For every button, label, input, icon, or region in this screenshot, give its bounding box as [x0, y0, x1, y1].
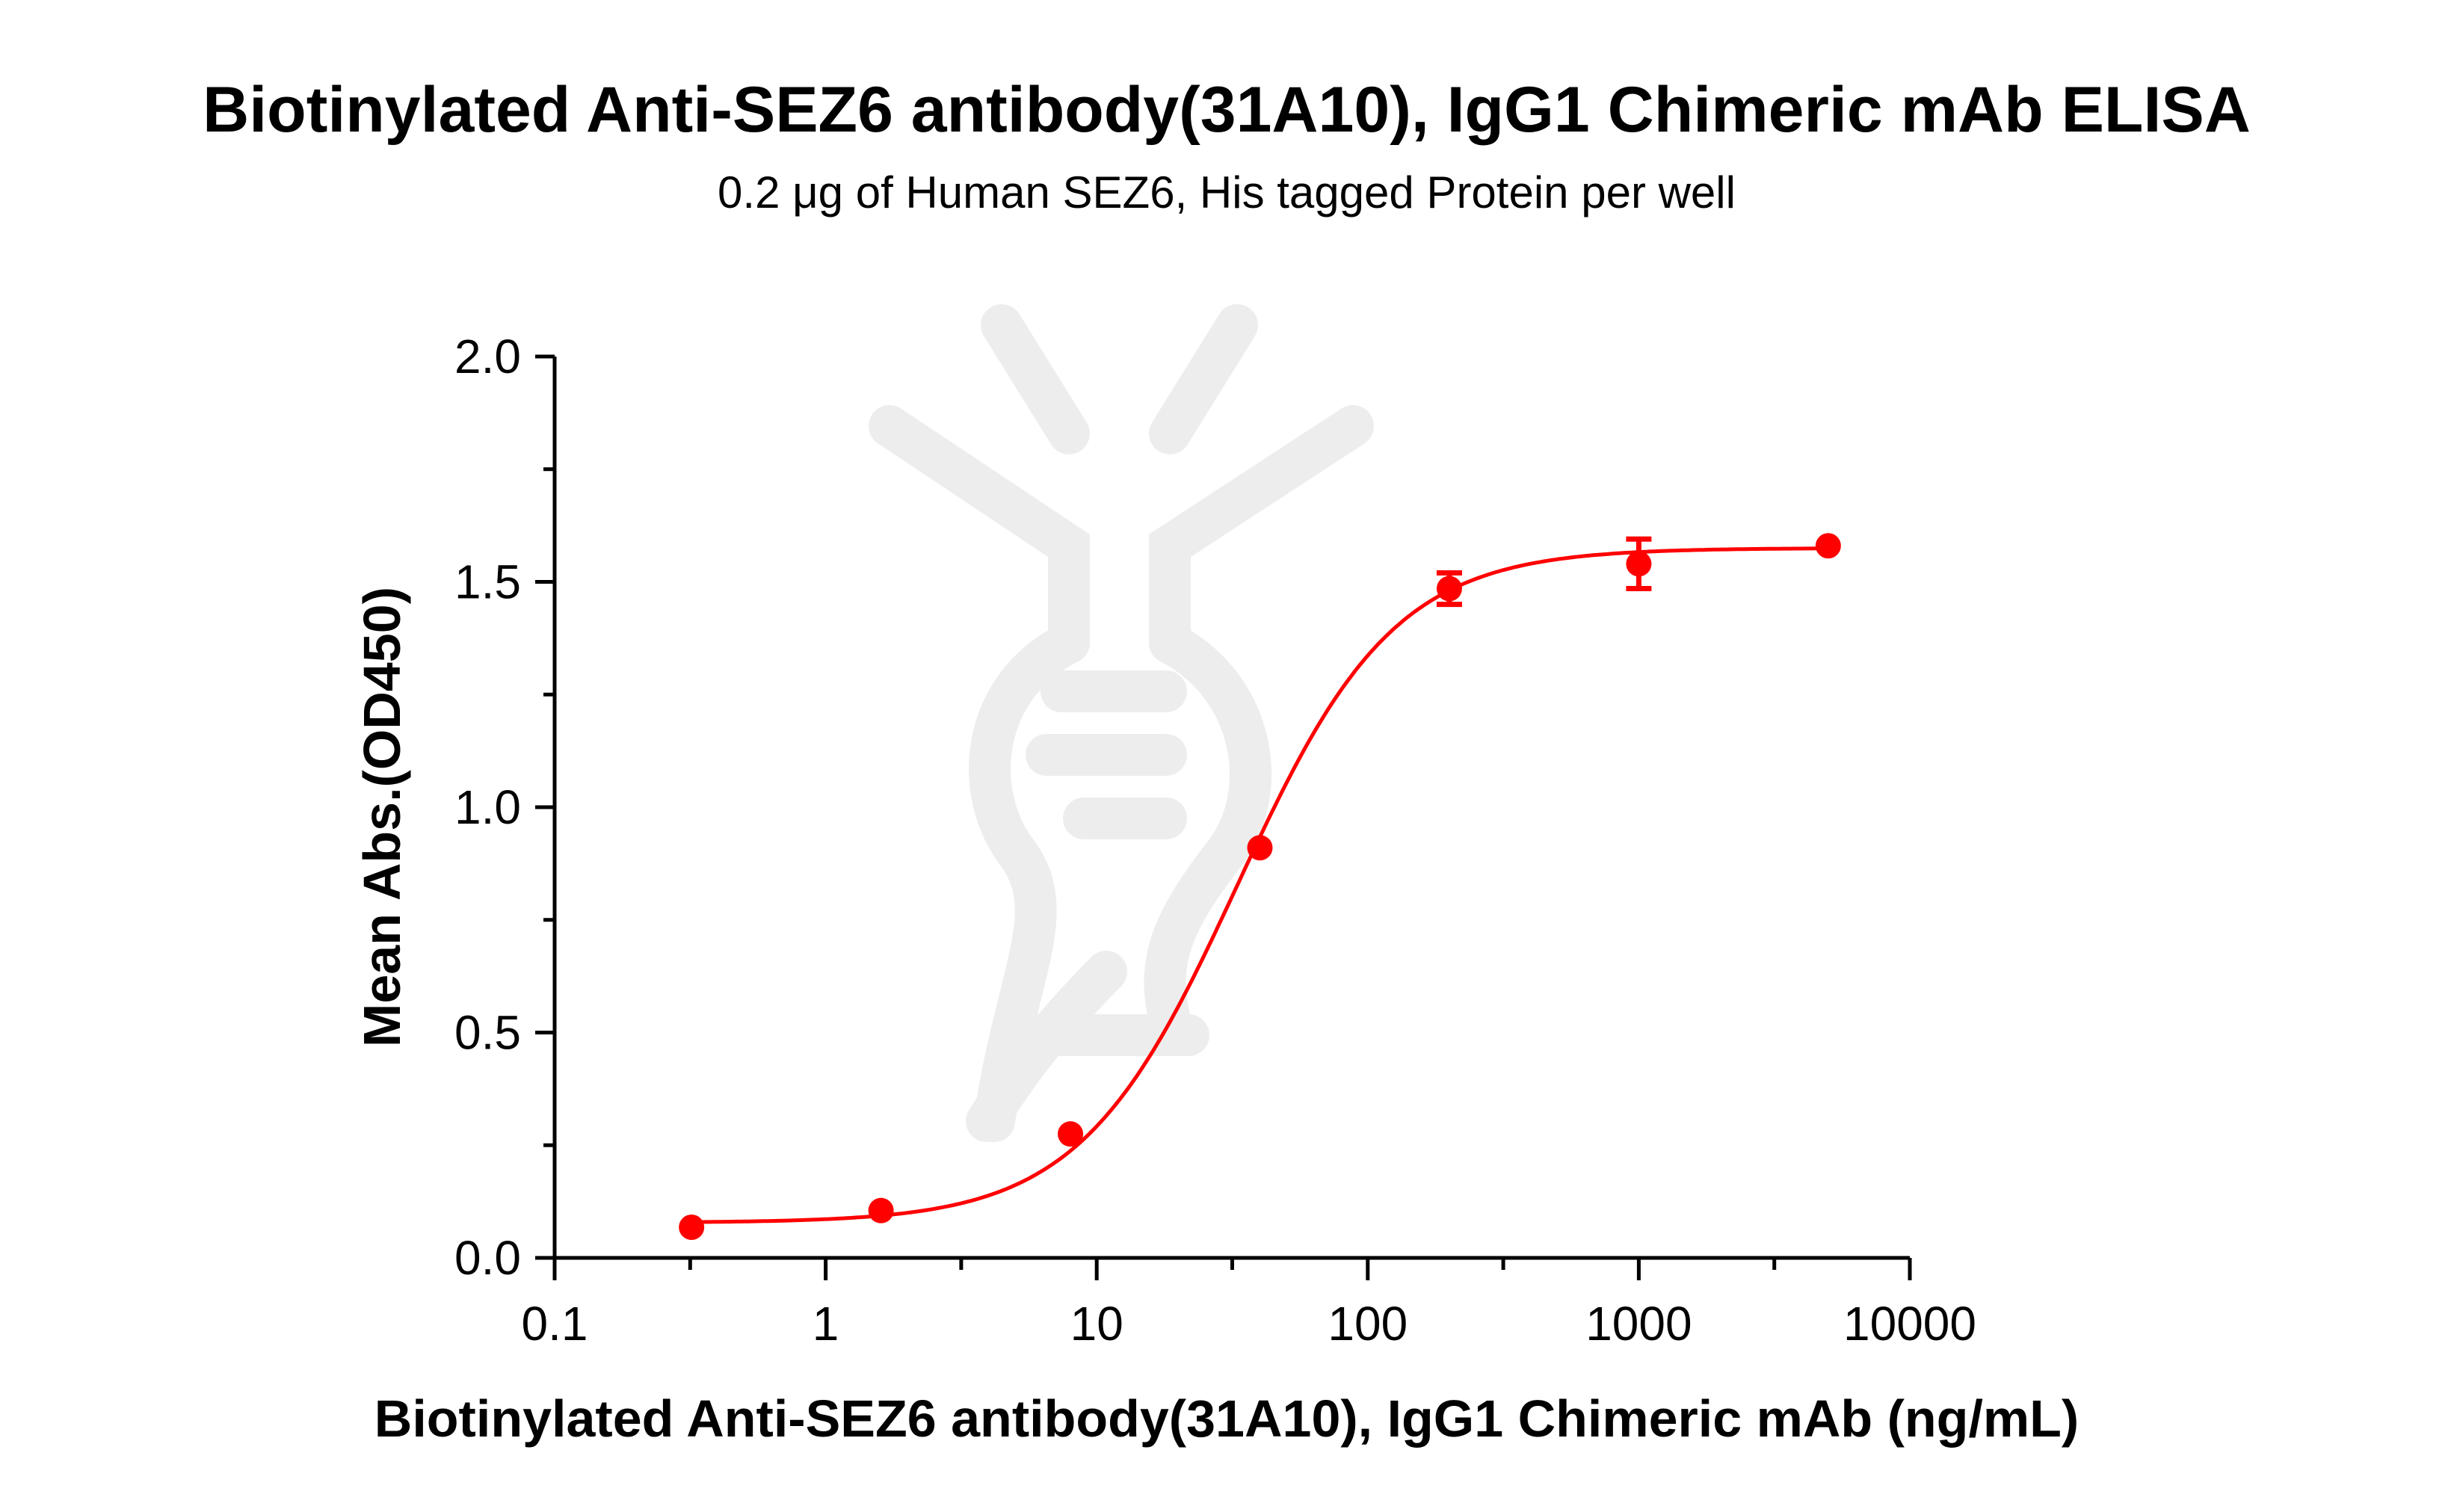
y-tick-label: 0.0: [454, 1231, 521, 1285]
data-point: [1058, 1121, 1084, 1147]
fit-curve: [691, 546, 1828, 1224]
x-axis-ticks: 0.1 1 10 100 1000 10000: [522, 1258, 1976, 1351]
chart-title: Biotinylated Anti-SEZ6 antibody(31A10), …: [203, 74, 2251, 146]
chart-subtitle: 0.2 μg of Human SEZ6, His tagged Protein…: [718, 167, 1736, 217]
x-axis-label: Biotinylated Anti-SEZ6 antibody(31A10), …: [374, 1389, 2079, 1448]
y-axis-ticks: 0.0 0.5 1.0 1.5 2.0: [454, 330, 555, 1285]
y-axis-label: Mean Abs.(OD450): [353, 587, 411, 1047]
y-tick-label: 1.0: [454, 780, 521, 834]
data-point: [1436, 576, 1462, 602]
x-tick-label: 100: [1328, 1297, 1408, 1351]
y-tick-label: 0.5: [454, 1006, 521, 1060]
y-tick-label: 2.0: [454, 330, 521, 383]
watermark-logo: [869, 304, 1374, 1142]
x-tick-label: 1: [813, 1297, 839, 1351]
x-tick-label: 1000: [1585, 1297, 1692, 1351]
x-tick-label: 0.1: [522, 1297, 588, 1351]
x-tick-label: 10000: [1843, 1297, 1976, 1351]
data-point: [1815, 533, 1841, 559]
x-tick-label: 10: [1070, 1297, 1123, 1351]
data-points: [679, 533, 1841, 1240]
y-tick-label: 1.5: [454, 555, 521, 609]
data-point: [868, 1197, 894, 1224]
data-point: [1626, 551, 1652, 577]
data-point: [679, 1214, 705, 1240]
data-point: [1247, 835, 1273, 861]
